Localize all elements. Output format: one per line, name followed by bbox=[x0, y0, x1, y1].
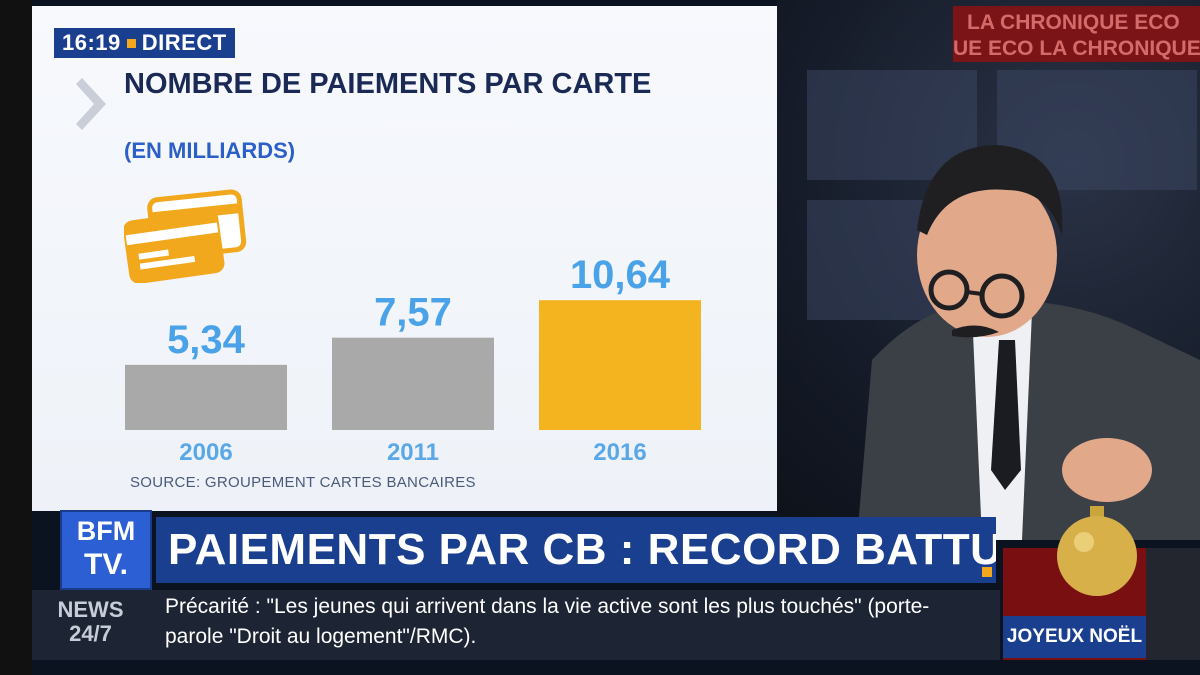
credit-cards-icon bbox=[124, 189, 247, 283]
news-ticker-bar bbox=[32, 590, 1000, 660]
bar-2006 bbox=[125, 364, 287, 430]
news-logo-line-2: 24/7 bbox=[69, 621, 112, 646]
badge-separator bbox=[126, 38, 136, 48]
bar-2011 bbox=[332, 337, 494, 430]
presenter bbox=[857, 145, 1200, 540]
news-logo-line-1: NEWS bbox=[57, 597, 124, 622]
christmas-ornament-icon bbox=[1057, 506, 1137, 596]
chronique-eco-banner: LA CHRONIQUE ECO UE ECO LA CHRONIQUE bbox=[953, 6, 1200, 62]
live-label: DIRECT bbox=[141, 30, 227, 55]
channel-logo: BFM TV. bbox=[60, 510, 152, 590]
category-label-2016: 2016 bbox=[593, 439, 646, 466]
logo-line-1: BFM bbox=[76, 516, 136, 546]
headline-text: PAIEMENTS PAR CB : RECORD BATTU bbox=[168, 525, 996, 574]
ticker-text: Précarité : "Les jeunes qui arrivent dan… bbox=[165, 595, 930, 648]
headline-banner: PAIEMENTS PAR CB : RECORD BATTU bbox=[156, 517, 996, 583]
right-edge-strip bbox=[1146, 548, 1200, 660]
chart-title: NOMBRE DE PAIEMENTS PAR CARTE bbox=[124, 68, 652, 100]
headline-accent bbox=[982, 567, 992, 577]
clock-time: 16:19 bbox=[62, 30, 121, 55]
news-247-logo: NEWS 24/7 bbox=[38, 598, 143, 646]
category-label-2011: 2011 bbox=[387, 439, 439, 466]
chevron-right-icon bbox=[76, 78, 106, 130]
chronique-line-1: LA CHRONIQUE ECO bbox=[967, 11, 1180, 34]
time-live-badge: 16:19 DIRECT bbox=[54, 28, 235, 58]
bar-2016 bbox=[539, 300, 701, 430]
chart-source: SOURCE: GROUPEMENT CARTES BANCAIRES bbox=[130, 474, 476, 491]
chart-subtitle: (EN MILLIARDS) bbox=[124, 138, 296, 163]
studio-camera-view bbox=[777, 0, 1200, 540]
bar-chart: 5,34 2006 7,57 2011 10,64 2016 bbox=[125, 253, 701, 466]
left-frame-edge bbox=[0, 0, 32, 675]
value-label-2006: 5,34 bbox=[167, 318, 246, 362]
infographic-panel: 16:19 DIRECT NOMBRE DE PAIEMENTS PAR CAR… bbox=[32, 6, 777, 511]
value-label-2011: 7,57 bbox=[374, 291, 452, 335]
value-label-2016: 10,64 bbox=[570, 253, 671, 297]
category-label-2006: 2006 bbox=[179, 439, 232, 466]
chronique-line-2: UE ECO LA CHRONIQUE bbox=[953, 37, 1200, 60]
holiday-label: JOYEUX NOËL bbox=[1003, 616, 1146, 658]
logo-line-2: TV. bbox=[84, 548, 128, 581]
